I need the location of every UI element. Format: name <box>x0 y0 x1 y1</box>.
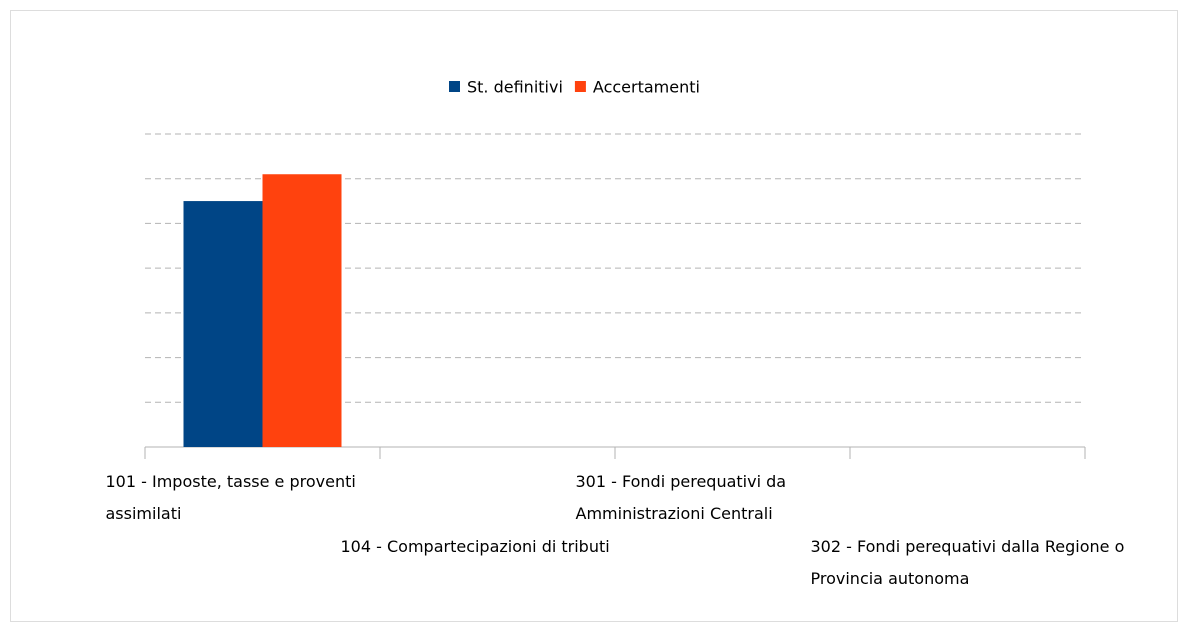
legend-label: St. definitivi <box>467 78 563 97</box>
legend-swatch <box>449 81 460 92</box>
x-tick-label: 104 - Compartecipazioni di tributi <box>340 537 610 556</box>
x-tick-label: 301 - Fondi perequativi da Amministrazio… <box>575 472 787 523</box>
x-tick-label: 101 - Imposte, tasse e proventi assimila… <box>105 472 356 523</box>
legend-swatch <box>574 81 586 92</box>
legend-label: Accertamenti <box>593 78 700 97</box>
bar <box>183 201 263 447</box>
bar <box>262 174 342 447</box>
x-tick-label: 302 - Fondi perequativi dalla Regione o … <box>810 537 1125 588</box>
chart-frame <box>10 10 1178 622</box>
